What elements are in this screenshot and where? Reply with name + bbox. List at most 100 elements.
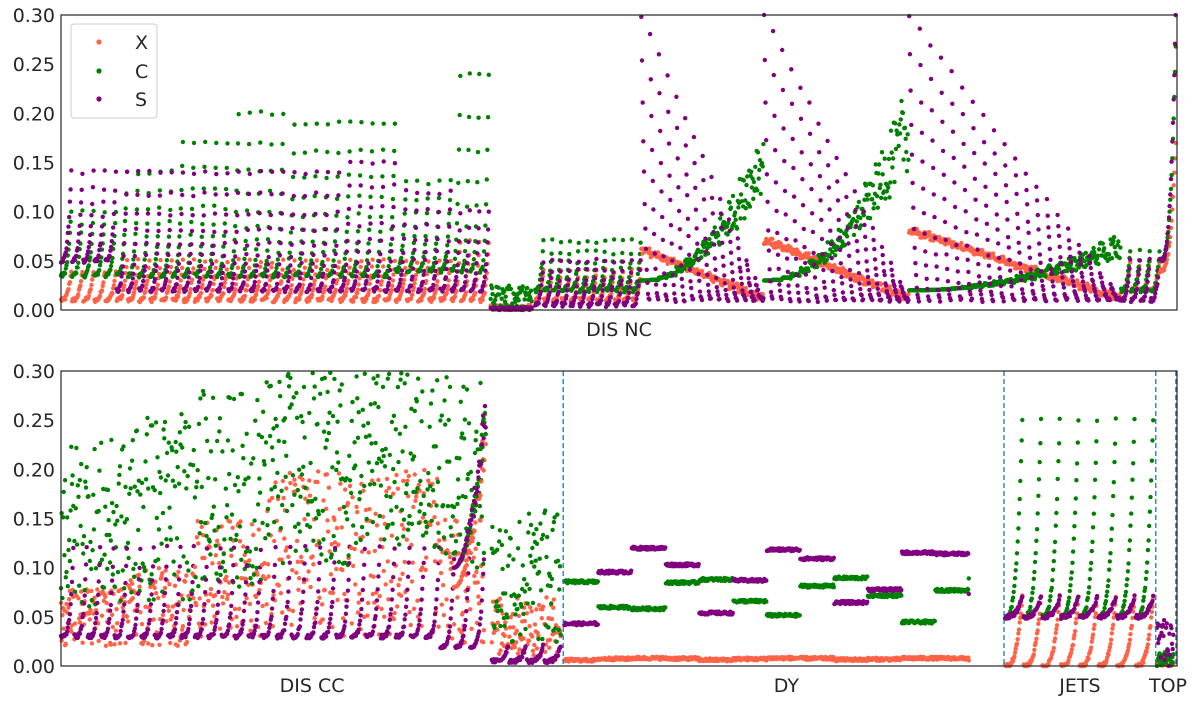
point-s bbox=[1077, 250, 1082, 255]
point-s bbox=[307, 287, 312, 292]
point-s bbox=[943, 237, 948, 243]
point-s bbox=[585, 259, 590, 265]
point-s bbox=[232, 261, 237, 266]
point-s bbox=[945, 266, 950, 272]
point-s bbox=[703, 236, 708, 241]
point-s bbox=[775, 230, 780, 236]
point-c bbox=[1118, 245, 1123, 250]
point-s bbox=[558, 258, 564, 263]
point-s bbox=[264, 274, 269, 279]
point-s bbox=[437, 191, 442, 197]
point-c bbox=[528, 288, 534, 293]
point-s bbox=[97, 247, 102, 253]
point-s bbox=[996, 241, 1001, 246]
point-c bbox=[1056, 266, 1062, 272]
point-x bbox=[155, 282, 160, 287]
point-s bbox=[849, 283, 854, 289]
point-s bbox=[746, 276, 751, 281]
point-s bbox=[68, 187, 73, 192]
point-s bbox=[978, 288, 983, 293]
point-s bbox=[124, 169, 130, 174]
point-c bbox=[858, 215, 863, 221]
point-s bbox=[312, 228, 317, 234]
point-s bbox=[130, 276, 135, 281]
point-s bbox=[178, 228, 183, 233]
point-s bbox=[860, 297, 866, 302]
point-s bbox=[783, 212, 788, 217]
point-s bbox=[985, 237, 990, 242]
point-c bbox=[75, 265, 80, 270]
point-c bbox=[80, 541, 85, 547]
y-tick-label: 0.25 bbox=[13, 54, 55, 76]
point-s bbox=[1137, 267, 1142, 272]
point-s bbox=[674, 94, 679, 100]
point-s bbox=[400, 259, 405, 265]
point-x bbox=[64, 601, 69, 607]
point-s bbox=[573, 294, 578, 300]
point-x bbox=[336, 259, 342, 264]
point-s bbox=[256, 227, 262, 232]
point-c bbox=[332, 239, 338, 244]
point-s bbox=[821, 279, 827, 285]
point-s bbox=[997, 266, 1002, 271]
point-x bbox=[311, 282, 317, 287]
point-s bbox=[658, 160, 664, 166]
point-s bbox=[701, 178, 706, 183]
point-x bbox=[189, 277, 195, 282]
point-c bbox=[882, 156, 887, 161]
point-s bbox=[909, 152, 915, 157]
point-s bbox=[714, 275, 719, 281]
point-s bbox=[135, 192, 140, 197]
point-c bbox=[390, 215, 395, 220]
point-s bbox=[938, 55, 944, 60]
point-c bbox=[62, 271, 68, 276]
point-x bbox=[378, 282, 384, 287]
point-s bbox=[980, 299, 985, 304]
point-s bbox=[200, 228, 206, 234]
point-x bbox=[96, 638, 101, 644]
point-s bbox=[556, 289, 561, 295]
point-s bbox=[810, 211, 815, 216]
point-s bbox=[775, 252, 781, 257]
point-c bbox=[65, 260, 70, 265]
y-tick-label: 0.15 bbox=[13, 153, 55, 175]
point-s bbox=[224, 192, 229, 197]
point-s bbox=[221, 264, 226, 269]
point-c bbox=[83, 485, 89, 490]
point-s bbox=[881, 269, 887, 274]
point-s bbox=[1170, 139, 1175, 144]
point-s bbox=[768, 289, 774, 295]
point-s bbox=[937, 299, 943, 304]
point-s bbox=[593, 267, 598, 272]
point-x bbox=[347, 265, 352, 270]
point-c bbox=[865, 197, 870, 202]
point-x bbox=[202, 266, 207, 272]
point-s bbox=[1012, 297, 1017, 303]
point-c bbox=[401, 232, 406, 237]
point-x bbox=[770, 236, 775, 242]
point-s bbox=[855, 248, 860, 254]
point-c bbox=[255, 223, 260, 229]
point-s bbox=[345, 238, 350, 244]
point-s bbox=[556, 284, 562, 289]
point-s bbox=[355, 260, 360, 265]
point-c bbox=[335, 174, 340, 179]
point-c bbox=[436, 195, 442, 201]
point-c bbox=[93, 566, 99, 571]
point-c bbox=[180, 163, 185, 169]
point-s bbox=[934, 264, 939, 269]
point-s bbox=[186, 275, 191, 280]
point-x bbox=[446, 278, 451, 283]
y-tick-label: 0.00 bbox=[13, 300, 55, 322]
point-x bbox=[348, 257, 353, 262]
point-s bbox=[973, 197, 978, 202]
point-s bbox=[671, 282, 676, 288]
point-s bbox=[950, 129, 956, 134]
point-s bbox=[932, 214, 937, 220]
point-x bbox=[211, 281, 216, 287]
point-s bbox=[85, 249, 91, 254]
point-s bbox=[112, 200, 117, 205]
point-x bbox=[254, 292, 259, 297]
point-c bbox=[879, 150, 885, 155]
point-c bbox=[264, 258, 269, 264]
